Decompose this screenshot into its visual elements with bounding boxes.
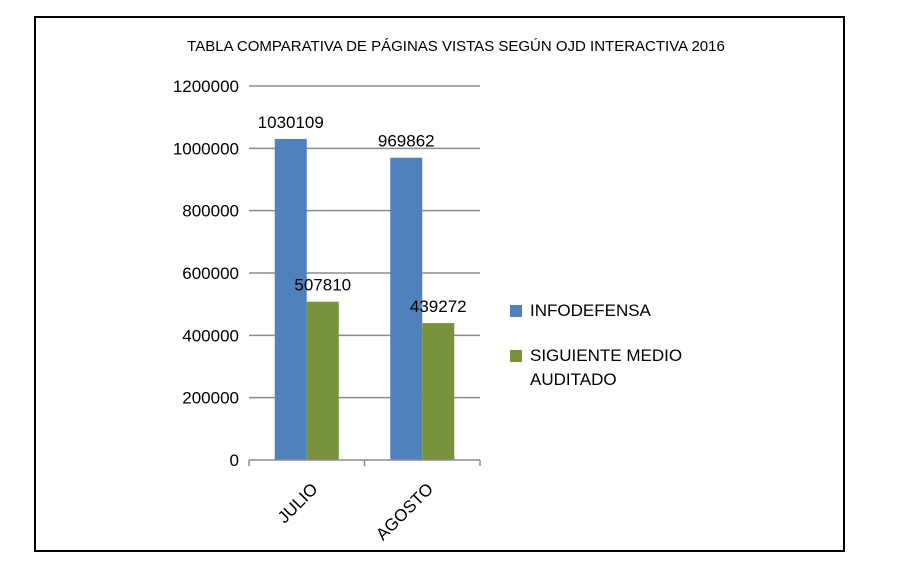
legend-swatch xyxy=(510,305,522,317)
y-axis-ticks: 0 200000 400000 600000 800000 1000000 1200000 xyxy=(173,77,239,470)
bar-siguiente-medio-auditado-julio xyxy=(306,301,339,460)
legend-label: SIGUIENTE MEDIO xyxy=(530,346,682,365)
x-axis-labels: JULIO AGOSTO xyxy=(274,479,437,544)
data-label: 969862 xyxy=(378,132,435,151)
bars xyxy=(274,138,455,460)
data-label: 507810 xyxy=(294,276,351,295)
y-tick-label: 0 xyxy=(230,451,239,470)
data-label: 1030109 xyxy=(258,113,324,132)
legend: INFODEFENSA SIGUIENTE MEDIO AUDITADO xyxy=(510,301,682,389)
chart-title: TABLA COMPARATIVA DE PÁGINAS VISTAS SEGÚ… xyxy=(187,38,725,55)
x-tick-label: JULIO xyxy=(274,479,322,527)
bar-siguiente-medio-auditado-agosto xyxy=(422,323,455,460)
chart-frame: TABLA COMPARATIVA DE PÁGINAS VISTAS SEGÚ… xyxy=(34,16,845,552)
legend-label: INFODEFENSA xyxy=(530,301,652,320)
x-tick-label: AGOSTO xyxy=(372,479,437,544)
y-tick-label: 400000 xyxy=(182,326,239,345)
y-tick-label: 800000 xyxy=(182,202,239,221)
data-labels: 1030109 507810 969862 439272 xyxy=(258,113,467,316)
bar-infodefensa-agosto xyxy=(390,157,423,460)
bar-infodefensa-julio xyxy=(274,138,307,460)
y-tick-label: 1200000 xyxy=(173,77,239,96)
data-label: 439272 xyxy=(410,297,467,316)
legend-label: AUDITADO xyxy=(530,370,617,389)
y-tick-label: 600000 xyxy=(182,264,239,283)
y-tick-label: 200000 xyxy=(182,389,239,408)
x-axis xyxy=(248,459,481,466)
chart: TABLA COMPARATIVA DE PÁGINAS VISTAS SEGÚ… xyxy=(173,38,725,544)
legend-swatch xyxy=(510,350,522,362)
y-tick-label: 1000000 xyxy=(173,139,239,158)
